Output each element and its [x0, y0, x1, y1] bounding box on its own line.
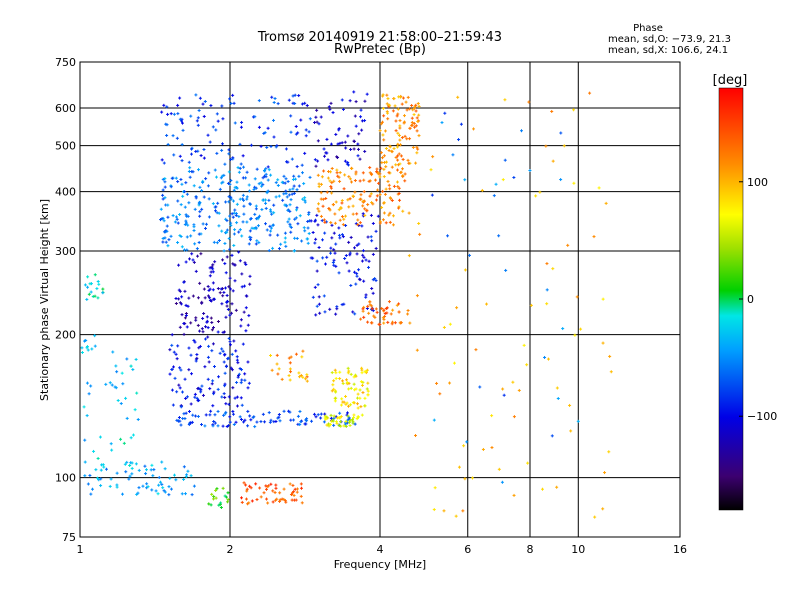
y-tick-label: 750: [55, 56, 76, 69]
x-tick-label: 8: [527, 543, 534, 556]
colorbar-tick-label: 100: [747, 176, 768, 189]
y-tick-label: 400: [55, 186, 76, 199]
x-tick-label: 10: [571, 543, 585, 556]
x-tick-label: 6: [464, 543, 471, 556]
chart-title: Tromsø 20140919 21:58:00–21:59:43: [257, 30, 502, 45]
y-tick-label: 300: [55, 245, 76, 258]
y-axis-ticks: 75 100 200 300 400 500 600 750: [55, 56, 76, 544]
grid-lines: [80, 62, 680, 537]
y-tick-label: 100: [55, 472, 76, 485]
y-tick-label: 500: [55, 140, 76, 153]
x-axis-ticks: 1 2 4 6 8 10 16: [77, 543, 688, 556]
x-tick-label: 16: [673, 543, 687, 556]
x-axis-label: Frequency [MHz]: [334, 558, 426, 571]
y-axis-label: Stationary phase Virtual Height [km]: [38, 199, 51, 401]
data-points: [80, 90, 613, 519]
stats-heading: Phase: [633, 23, 663, 34]
plot-frame: [79, 61, 681, 538]
x-tick-label: 2: [227, 543, 234, 556]
colorbar-tick-label: 0: [747, 293, 754, 306]
chart-subtitle: RwPretec (Bp): [334, 42, 426, 57]
colorbar-tick-label: −100: [747, 410, 777, 423]
stats-line-o: mean, sd,O: −73.9, 21.3: [608, 34, 731, 45]
colorbar-label: [deg]: [713, 73, 748, 88]
y-tick-label: 200: [55, 329, 76, 342]
y-tick-label: 75: [62, 531, 76, 544]
x-tick-label: 4: [377, 543, 384, 556]
x-tick-label: 1: [77, 543, 84, 556]
stats-line-x: mean, sd,X: 106.6, 24.1: [608, 45, 728, 56]
y-tick-label: 600: [55, 102, 76, 115]
colorbar-ticks: 100 0 −100: [739, 176, 777, 423]
